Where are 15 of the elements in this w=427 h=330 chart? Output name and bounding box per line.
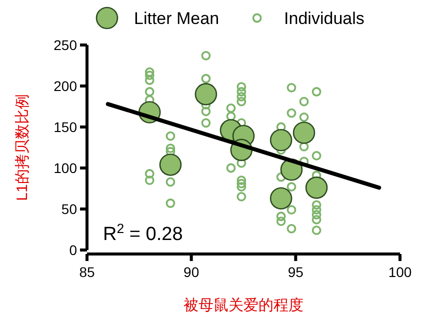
y-tick-label: 250 — [54, 37, 78, 53]
x-tick-label: 95 — [288, 264, 304, 280]
x-axis-title: 被母鼠关爱的程度 — [184, 297, 304, 314]
y-axis-title: L1的拷贝数比例 — [14, 94, 31, 201]
x-tick-label: 85 — [79, 264, 95, 280]
y-tick-label: 200 — [54, 78, 78, 94]
legend-label: Litter Mean — [134, 9, 220, 28]
y-tick-label: 0 — [69, 242, 78, 258]
legend-label: Individuals — [284, 9, 364, 28]
y-tick-label: 100 — [54, 160, 78, 176]
y-tick-label: 150 — [54, 119, 78, 135]
x-tick-label: 90 — [184, 264, 200, 280]
annotation: R$^{2}$ = 0.28 — [103, 220, 183, 245]
x-tick-label: 100 — [388, 264, 412, 280]
y-tick-label: 50 — [61, 201, 78, 217]
